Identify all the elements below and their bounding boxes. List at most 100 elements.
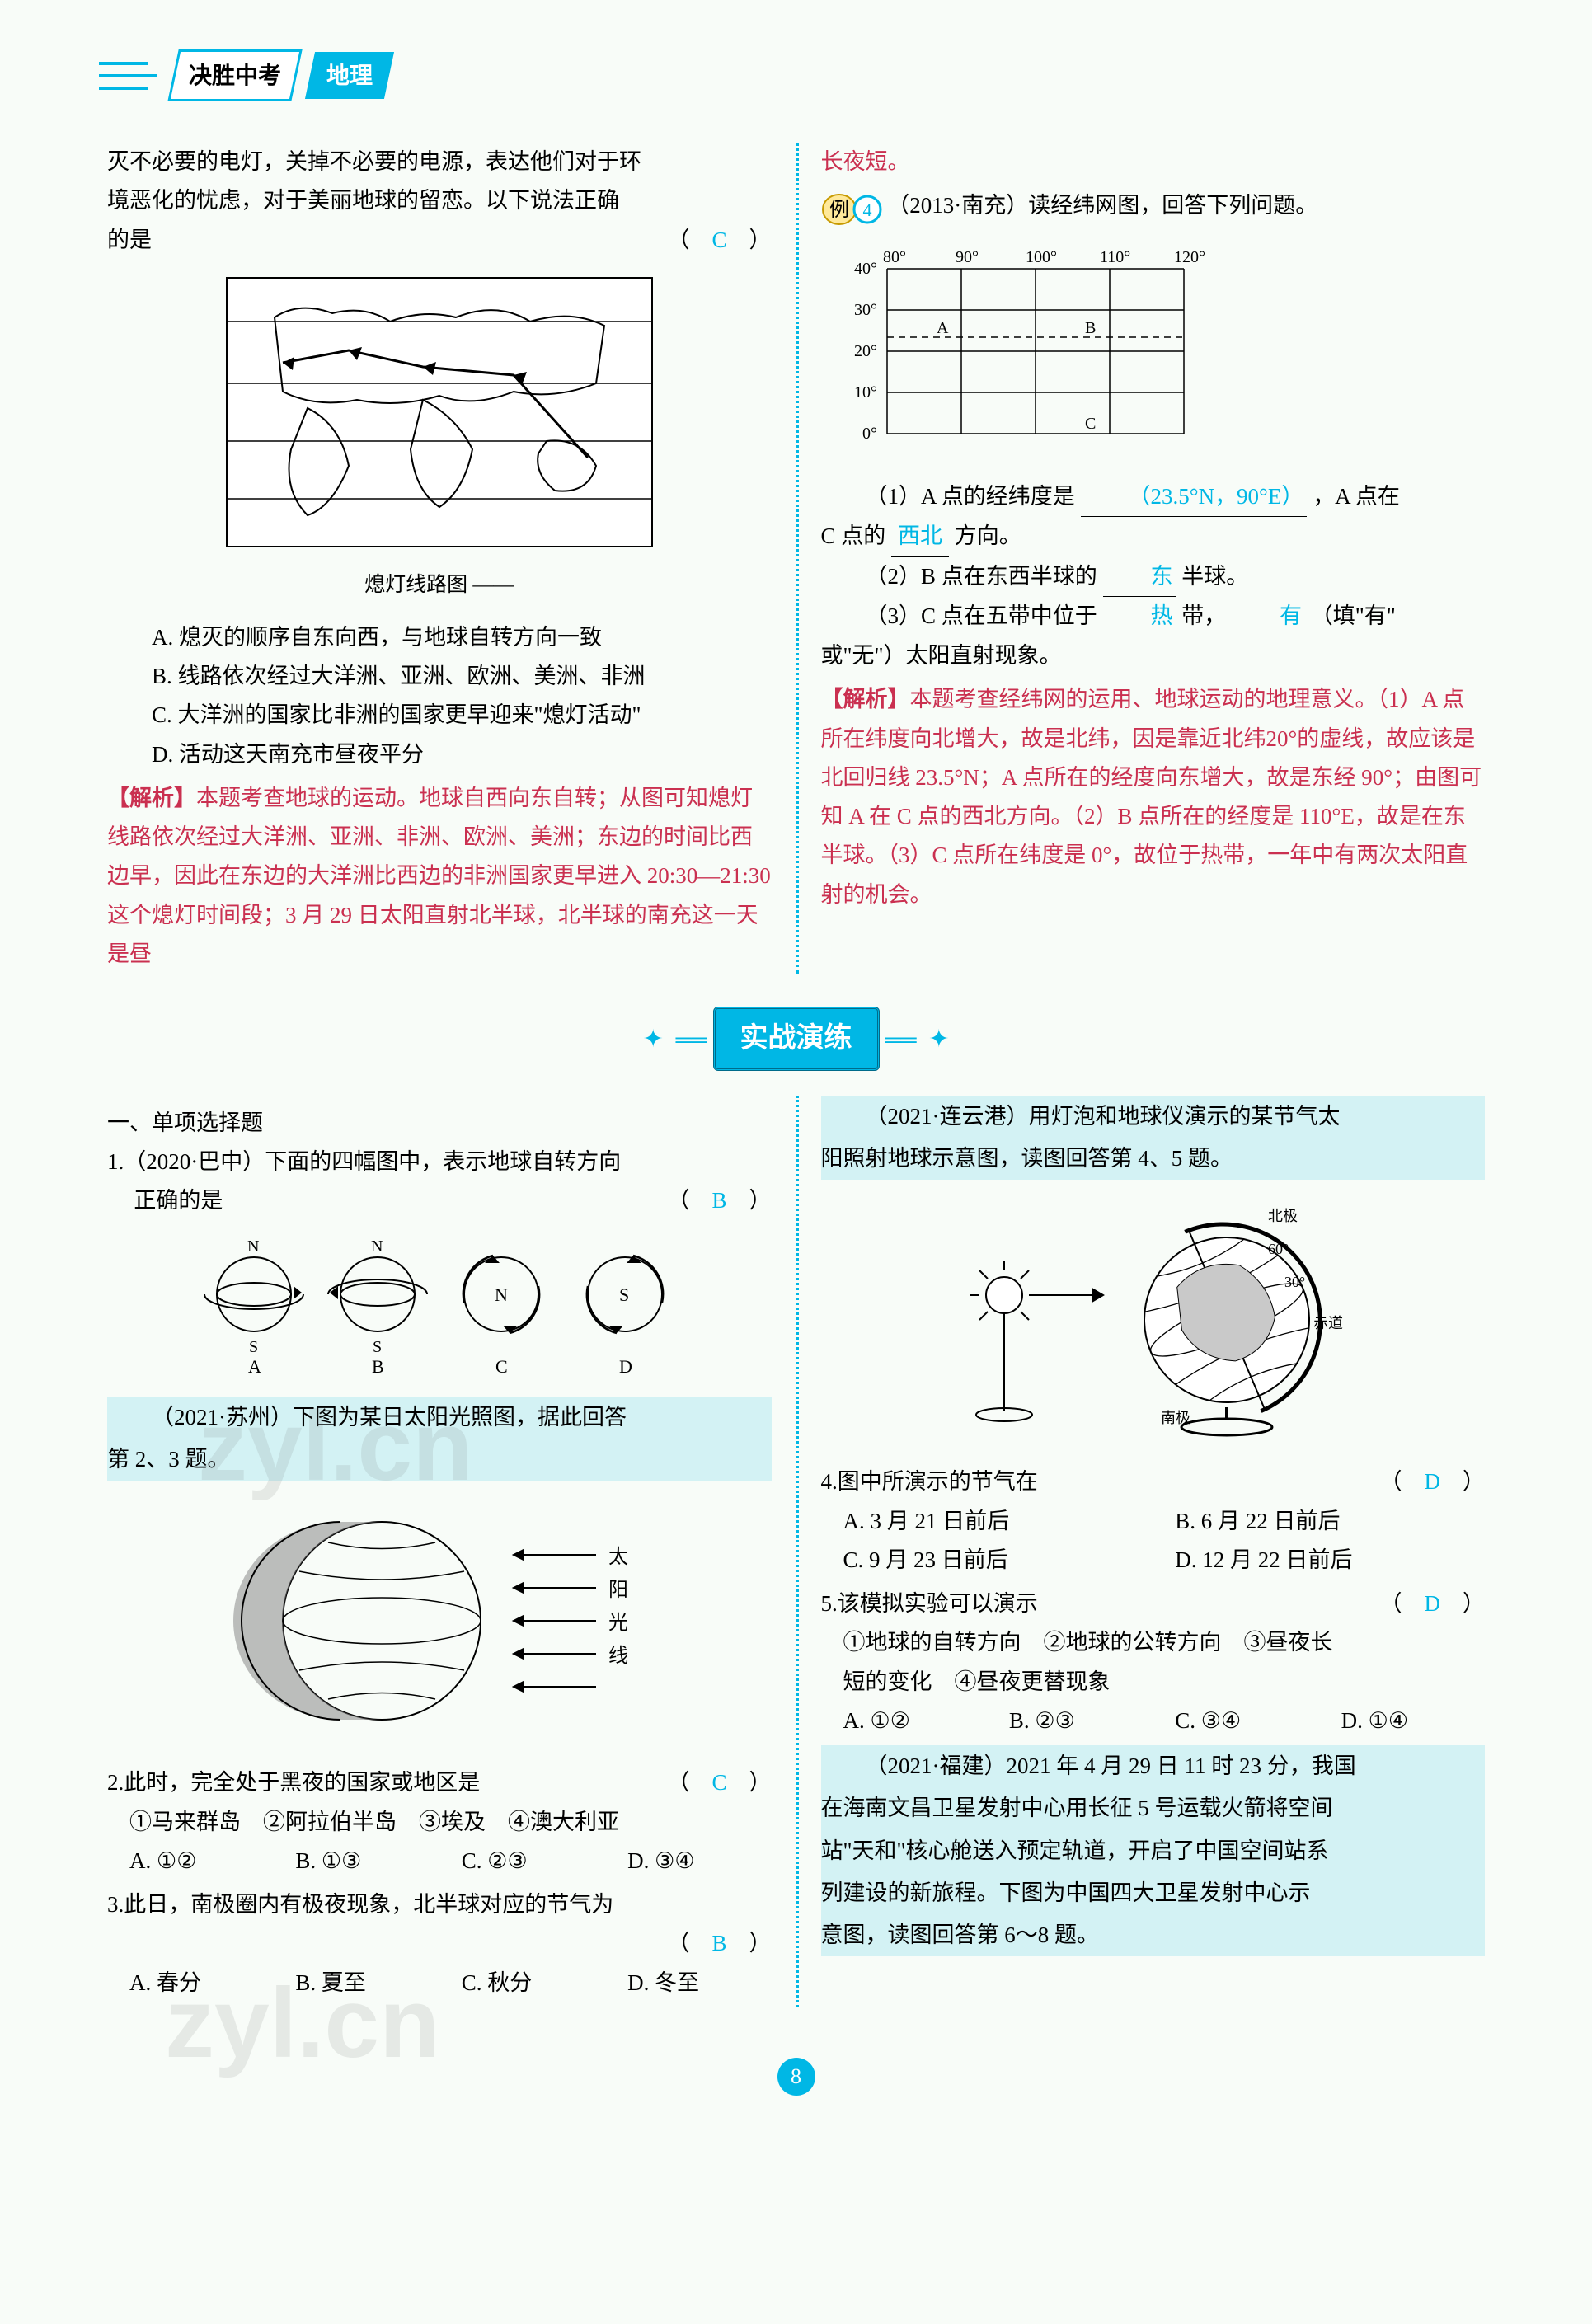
latlon-grid-figure: 80° 90° 100° 110° 120° 40° 30° 20° 10° 0… (838, 244, 1486, 471)
fill-answer: 东 (1103, 557, 1176, 597)
option-d: D. ③④ (605, 1842, 771, 1880)
stem-line: 境恶化的忧虑，对于美丽地球的留恋。以下说法正确 (107, 181, 772, 220)
q1-line1: （1）A 点的经纬度是 （23.5°N，90°E） ，A 点在 (821, 477, 1486, 517)
svg-text:110°: 110° (1100, 248, 1130, 266)
example-source: （2013·南充）读经纬网图，回答下列问题。 (887, 193, 1317, 218)
option-b: B. 夏至 (273, 1964, 439, 2002)
context-68-line: 在海南文昌卫星发射中心用长征 5 号运载火箭将空间 (821, 1787, 1486, 1829)
svg-text:C: C (495, 1356, 508, 1377)
context-68-line: 站"天和"核心舱送入预定轨道，开启了中国空间站系 (821, 1830, 1486, 1872)
analysis-label: 【解析】 (107, 786, 196, 810)
top-left-column: 灭不必要的电灯，关掉不必要的电源，表达他们对于环 境恶化的忧虑，对于美丽地球的留… (99, 143, 780, 974)
svg-text:太: 太 (608, 1546, 628, 1568)
section-heading: 一、单项选择题 (107, 1104, 772, 1143)
question-4: 4.图中所演示的节气在 （ D ） A. 3 月 21 日前后 B. 6 月 2… (821, 1462, 1486, 1580)
svg-text:C: C (1085, 415, 1096, 433)
question-3: 3.此日，南极圈内有极夜现象，北半球对应的节气为 （ B ） A. 春分 B. … (107, 1885, 772, 2002)
option-b: B. ①③ (273, 1842, 439, 1880)
svg-text:0°: 0° (862, 425, 877, 443)
figure-caption: 熄灯线路图 —— (107, 567, 772, 603)
svg-text:10°: 10° (854, 383, 877, 401)
svg-text:N: N (495, 1284, 508, 1305)
column-divider-bottom (796, 1096, 799, 2007)
svg-text:B: B (1085, 319, 1096, 337)
option-d: D. 冬至 (605, 1964, 771, 2002)
context-68-line: （2021·福建）2021 年 4 月 29 日 11 时 23 分，我国 (821, 1745, 1486, 1787)
svg-text:A: A (248, 1356, 261, 1377)
top-right-column: 长夜短。 例 4 （2013·南充）读经纬网图，回答下列问题。 (813, 143, 1494, 974)
option-a: A. 春分 (107, 1964, 273, 2002)
star-icon: ✦ (643, 1026, 664, 1053)
svg-text:60°: 60° (1268, 1241, 1289, 1257)
bottom-columns: zyl.cn zyl.cn 一、单项选择题 1.（2020·巴中）下面的四幅图中… (99, 1096, 1493, 2007)
svg-text:30°: 30° (854, 301, 877, 319)
svg-text:20°: 20° (854, 342, 877, 360)
option-d: D. 12 月 22 日前后 (1153, 1541, 1485, 1580)
page-header: 决胜中考 地理 (99, 49, 1493, 101)
svg-text:S: S (373, 1338, 382, 1356)
context-45-line2: 阳照射地球示意图，读图回答第 4、5 题。 (821, 1138, 1486, 1180)
svg-text:北极: 北极 (1268, 1208, 1298, 1224)
answer-letter: B (711, 1931, 726, 1955)
lamp-globe-figure: 北极 赤道 南极 30° 60° (821, 1196, 1486, 1456)
context-45-line1: （2021·连云港）用灯泡和地球仪演示的某节气太 (821, 1096, 1486, 1138)
analysis-text: 本题考查地球的运动。地球自西向东自转；从图可知熄灯线路依次经过大洋洲、亚洲、非洲… (107, 786, 771, 966)
bottom-right-column: （2021·连云港）用灯泡和地球仪演示的某节气太 阳照射地球示意图，读图回答第 … (813, 1096, 1494, 2007)
rotation-figures: N S N S N (107, 1237, 772, 1389)
svg-text:100°: 100° (1026, 248, 1057, 266)
context-23: （2021·苏州）下图为某日太阳光照图，据此回答 (107, 1397, 772, 1439)
option-b: B. ②③ (987, 1702, 1153, 1740)
context-68-line: 意图，读图回答第 6～8 题。 (821, 1914, 1486, 1956)
stem-line: 灭不必要的电灯，关掉不必要的电源，表达他们对于环 (107, 143, 772, 181)
fill-answer: （23.5°N，90°E） (1081, 477, 1308, 517)
svg-text:80°: 80° (883, 248, 906, 266)
analysis-label: 【解析】 (821, 687, 910, 711)
stem-text: 的是 (107, 228, 152, 252)
answer-letter: D (1425, 1591, 1441, 1616)
option-a: A. 3 月 21 日前后 (821, 1502, 1153, 1541)
svg-text:南极: 南极 (1161, 1410, 1190, 1426)
svg-text:30°: 30° (1284, 1274, 1305, 1290)
question-1: 1.（2020·巴中）下面的四幅图中，表示地球自转方向 正确的是 （ B ） (107, 1143, 772, 1221)
svg-text:N: N (247, 1237, 259, 1256)
q2-line: （2）B 点在东西半球的 东 半球。 (821, 557, 1486, 597)
svg-text:A: A (937, 319, 949, 337)
question-2: 2.此时，完全处于黑夜的国家或地区是 （ C ） ①马来群岛 ②阿拉伯半岛 ③埃… (107, 1763, 772, 1880)
top-columns: 灭不必要的电灯，关掉不必要的电源，表达他们对于环 境恶化的忧虑，对于美丽地球的留… (99, 143, 1493, 974)
context-68-line: 列建设的新旅程。下图为中国四大卫星发射中心示 (821, 1872, 1486, 1914)
question-5: 5.该模拟实验可以演示 （ D ） ①地球的自转方向 ②地球的公转方向 ③昼夜长… (821, 1585, 1486, 1740)
svg-text:B: B (372, 1356, 384, 1377)
column-divider-top (796, 143, 799, 974)
item-list: ①地球的自转方向 ②地球的公转方向 ③昼夜长 (821, 1623, 1486, 1662)
option-b: B. 6 月 22 日前后 (1153, 1502, 1485, 1541)
page-number-badge: 8 (777, 2058, 815, 2096)
section-banner: ✦ ══ 实战演练 ══ ✦ (99, 1007, 1493, 1071)
option-c: C. 秋分 (439, 1964, 605, 2002)
answer-letter: B (711, 1188, 726, 1213)
svg-text:S: S (249, 1338, 258, 1356)
fill-answer: 热 (1103, 597, 1176, 636)
page-number: 8 (99, 2057, 1493, 2096)
option-b: B. 线路依次经过大洋洲、亚洲、欧洲、美洲、非洲 (107, 657, 772, 696)
item-list: ①马来群岛 ②阿拉伯半岛 ③埃及 ④澳大利亚 (107, 1803, 772, 1842)
option-a: A. ①② (821, 1702, 987, 1740)
analysis-block: 【解析】本题考查地球的运动。地球自西向东自转；从图可知熄灯线路依次经过大洋洲、亚… (107, 779, 772, 974)
option-c: C. 大洋洲的国家比非洲的国家更早迎来"熄灯活动" (107, 696, 772, 735)
option-c: C. ③④ (1153, 1702, 1318, 1740)
svg-text:4: 4 (862, 200, 871, 220)
answer-letter: D (1425, 1469, 1441, 1494)
svg-text:90°: 90° (956, 248, 979, 266)
option-a: A. 熄灭的顺序自东向西，与地球自转方向一致 (107, 618, 772, 657)
option-d: D. ①④ (1319, 1702, 1485, 1740)
option-a: A. ①② (107, 1842, 273, 1880)
svg-text:S: S (619, 1284, 629, 1305)
q1-line2: C 点的 西北 方向。 (821, 517, 1486, 556)
world-map-figure (107, 276, 772, 561)
analysis-block: 【解析】本题考查经纬网的运用、地球运动的地理意义。（1）A 点所在纬度向北增大，… (821, 680, 1486, 914)
option-c: C. 9 月 23 日前后 (821, 1541, 1153, 1580)
answer-letter: C (711, 228, 726, 252)
banner-title: 实战演练 (713, 1007, 880, 1071)
item-list: 短的变化 ④昼夜更替现象 (821, 1663, 1486, 1702)
svg-text:N: N (371, 1237, 383, 1256)
header-lines-deco (99, 55, 165, 96)
